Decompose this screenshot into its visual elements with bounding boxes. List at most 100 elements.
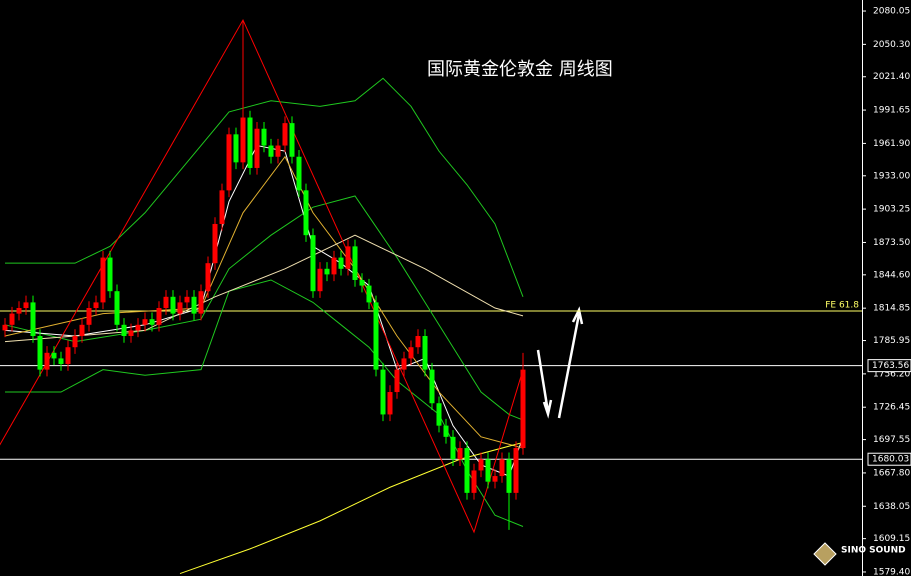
candle: [422, 329, 428, 377]
indicator-line: [4, 155, 524, 449]
candle-body: [345, 246, 351, 269]
candle-body: [93, 302, 99, 308]
candle: [2, 318, 8, 338]
candle: [359, 273, 365, 293]
y-tick-label: 1814.85: [873, 304, 910, 314]
candle-body: [520, 369, 526, 449]
candle-body: [387, 392, 393, 415]
candle: [58, 351, 64, 371]
candle: [408, 340, 414, 366]
candle: [156, 301, 162, 332]
candle-body: [212, 223, 218, 264]
candle: [415, 329, 421, 354]
candle: [170, 290, 176, 321]
candle: [268, 138, 274, 164]
candle-body: [30, 302, 36, 337]
candle-body: [100, 257, 106, 303]
y-tick-label: 1697.55: [873, 435, 910, 445]
candle-body: [408, 347, 414, 359]
candle: [436, 396, 442, 433]
indicator-line: [179, 441, 524, 575]
candle-body: [72, 336, 78, 348]
candle: [366, 278, 372, 310]
candle-body: [156, 307, 162, 325]
candle: [303, 183, 309, 242]
candle: [254, 122, 260, 175]
candle: [464, 441, 470, 500]
candle-body: [135, 324, 141, 331]
candle: [233, 127, 239, 170]
candle: [212, 217, 218, 270]
candle: [142, 312, 148, 332]
candle-body: [457, 448, 463, 460]
candle-body: [352, 246, 358, 280]
y-tick-label: 1638.05: [873, 502, 910, 512]
candle-body: [226, 134, 232, 191]
candle-body: [247, 117, 253, 168]
y-tick-label: 1933.00: [873, 171, 910, 181]
candle: [86, 301, 92, 332]
candle: [261, 122, 267, 153]
candle: [128, 323, 134, 343]
candle: [429, 362, 435, 410]
candle: [72, 329, 78, 354]
candle-body: [296, 156, 302, 191]
candle-body: [37, 336, 43, 370]
candle-body: [121, 324, 127, 337]
candle-body: [303, 190, 309, 236]
candle: [450, 430, 456, 466]
candle-body: [317, 268, 323, 292]
candle: [163, 290, 169, 315]
candle-body: [401, 358, 407, 370]
candle: [135, 318, 141, 338]
candle: [373, 295, 379, 377]
candle: [240, 20, 246, 170]
candle-body: [44, 352, 50, 370]
candle: [352, 239, 358, 287]
candle-body: [16, 307, 22, 314]
candle-body: [51, 352, 57, 359]
candle-body: [499, 459, 505, 477]
candle-body: [177, 302, 183, 314]
candle-body: [478, 459, 484, 471]
candle: [513, 441, 519, 500]
candle: [296, 150, 302, 198]
candle-body: [205, 263, 211, 292]
candle: [184, 290, 190, 310]
candle-body: [429, 369, 435, 404]
y-tick-label: 1844.60: [873, 270, 910, 280]
candle: [16, 301, 22, 321]
candle: [324, 262, 330, 282]
candle: [478, 452, 484, 478]
candle-body: [149, 319, 155, 325]
candle-body: [198, 291, 204, 314]
candle-body: [79, 324, 85, 337]
candle-body: [142, 319, 148, 325]
candle-body: [65, 347, 71, 365]
candle: [471, 463, 477, 500]
candle-body: [282, 123, 288, 146]
candle-body: [513, 448, 519, 493]
candle-body: [380, 369, 386, 415]
candle-body: [163, 296, 169, 308]
candle: [226, 127, 232, 198]
y-tick-label: 1961.90: [873, 139, 910, 149]
y-tick-label: 1873.50: [873, 238, 910, 248]
candle: [499, 452, 505, 483]
candle-body: [261, 128, 267, 146]
y-tick-label: 1756.20: [873, 369, 910, 379]
candle-body: [240, 117, 246, 163]
y-tick-label: 2021.40: [873, 72, 910, 82]
logo-mark: [813, 542, 837, 566]
candle: [289, 116, 295, 164]
candle-body: [464, 448, 470, 493]
candle: [345, 239, 351, 276]
candle: [23, 295, 29, 315]
candle-body: [324, 268, 330, 275]
candle: [79, 318, 85, 343]
candle-body: [86, 307, 92, 325]
candle: [338, 250, 344, 276]
